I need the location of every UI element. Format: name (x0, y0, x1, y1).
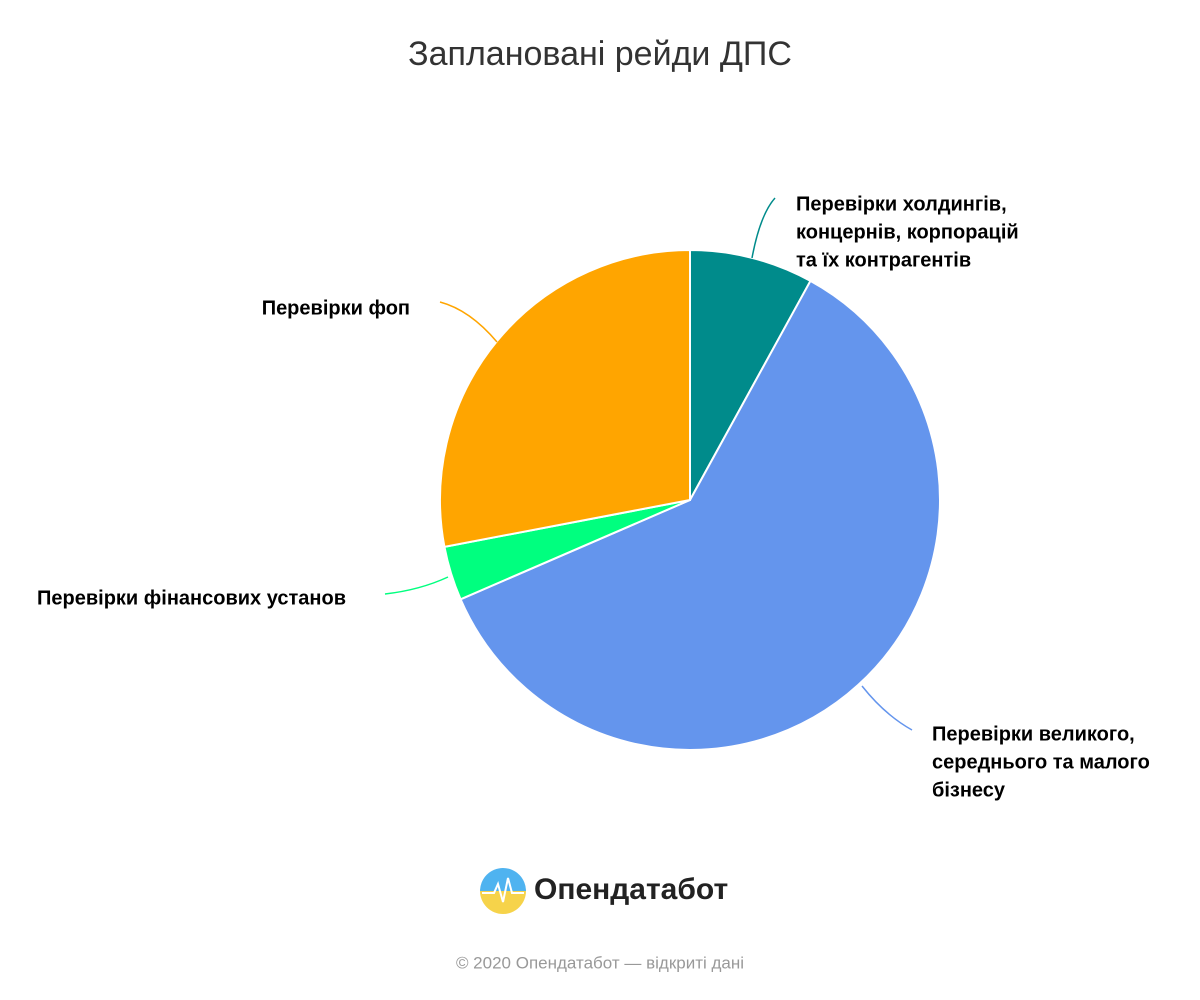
logo-text: Опендатабот (534, 873, 728, 906)
chart-title: Заплановані рейди ДПС (408, 35, 792, 73)
pie-slice (459, 279, 941, 751)
slice-label: Перевірки фоп (262, 297, 410, 319)
pie (384, 197, 941, 751)
logo-icon (480, 868, 526, 914)
slice-label: середнього та малого (932, 751, 1150, 773)
slice-label: та їх контрагентів (796, 249, 971, 271)
slice-label: Перевірки великого, (932, 723, 1135, 745)
leader-line (439, 301, 498, 343)
slice-label: Перевірки фінансових установ (37, 587, 346, 609)
logo-pulse (482, 877, 524, 903)
slice-label: бізнесу (932, 779, 1006, 801)
leader-line (384, 576, 449, 595)
credit: © 2020 Опендатабот — відкриті дані (456, 953, 744, 972)
leader-line (751, 197, 776, 259)
pie-slice (439, 248, 691, 549)
logo: Опендатабот (480, 868, 728, 914)
leader-line (861, 685, 913, 731)
slice-label: концернів, корпорацій (796, 221, 1019, 243)
slice-label: Перевірки холдингів, (796, 193, 1007, 215)
